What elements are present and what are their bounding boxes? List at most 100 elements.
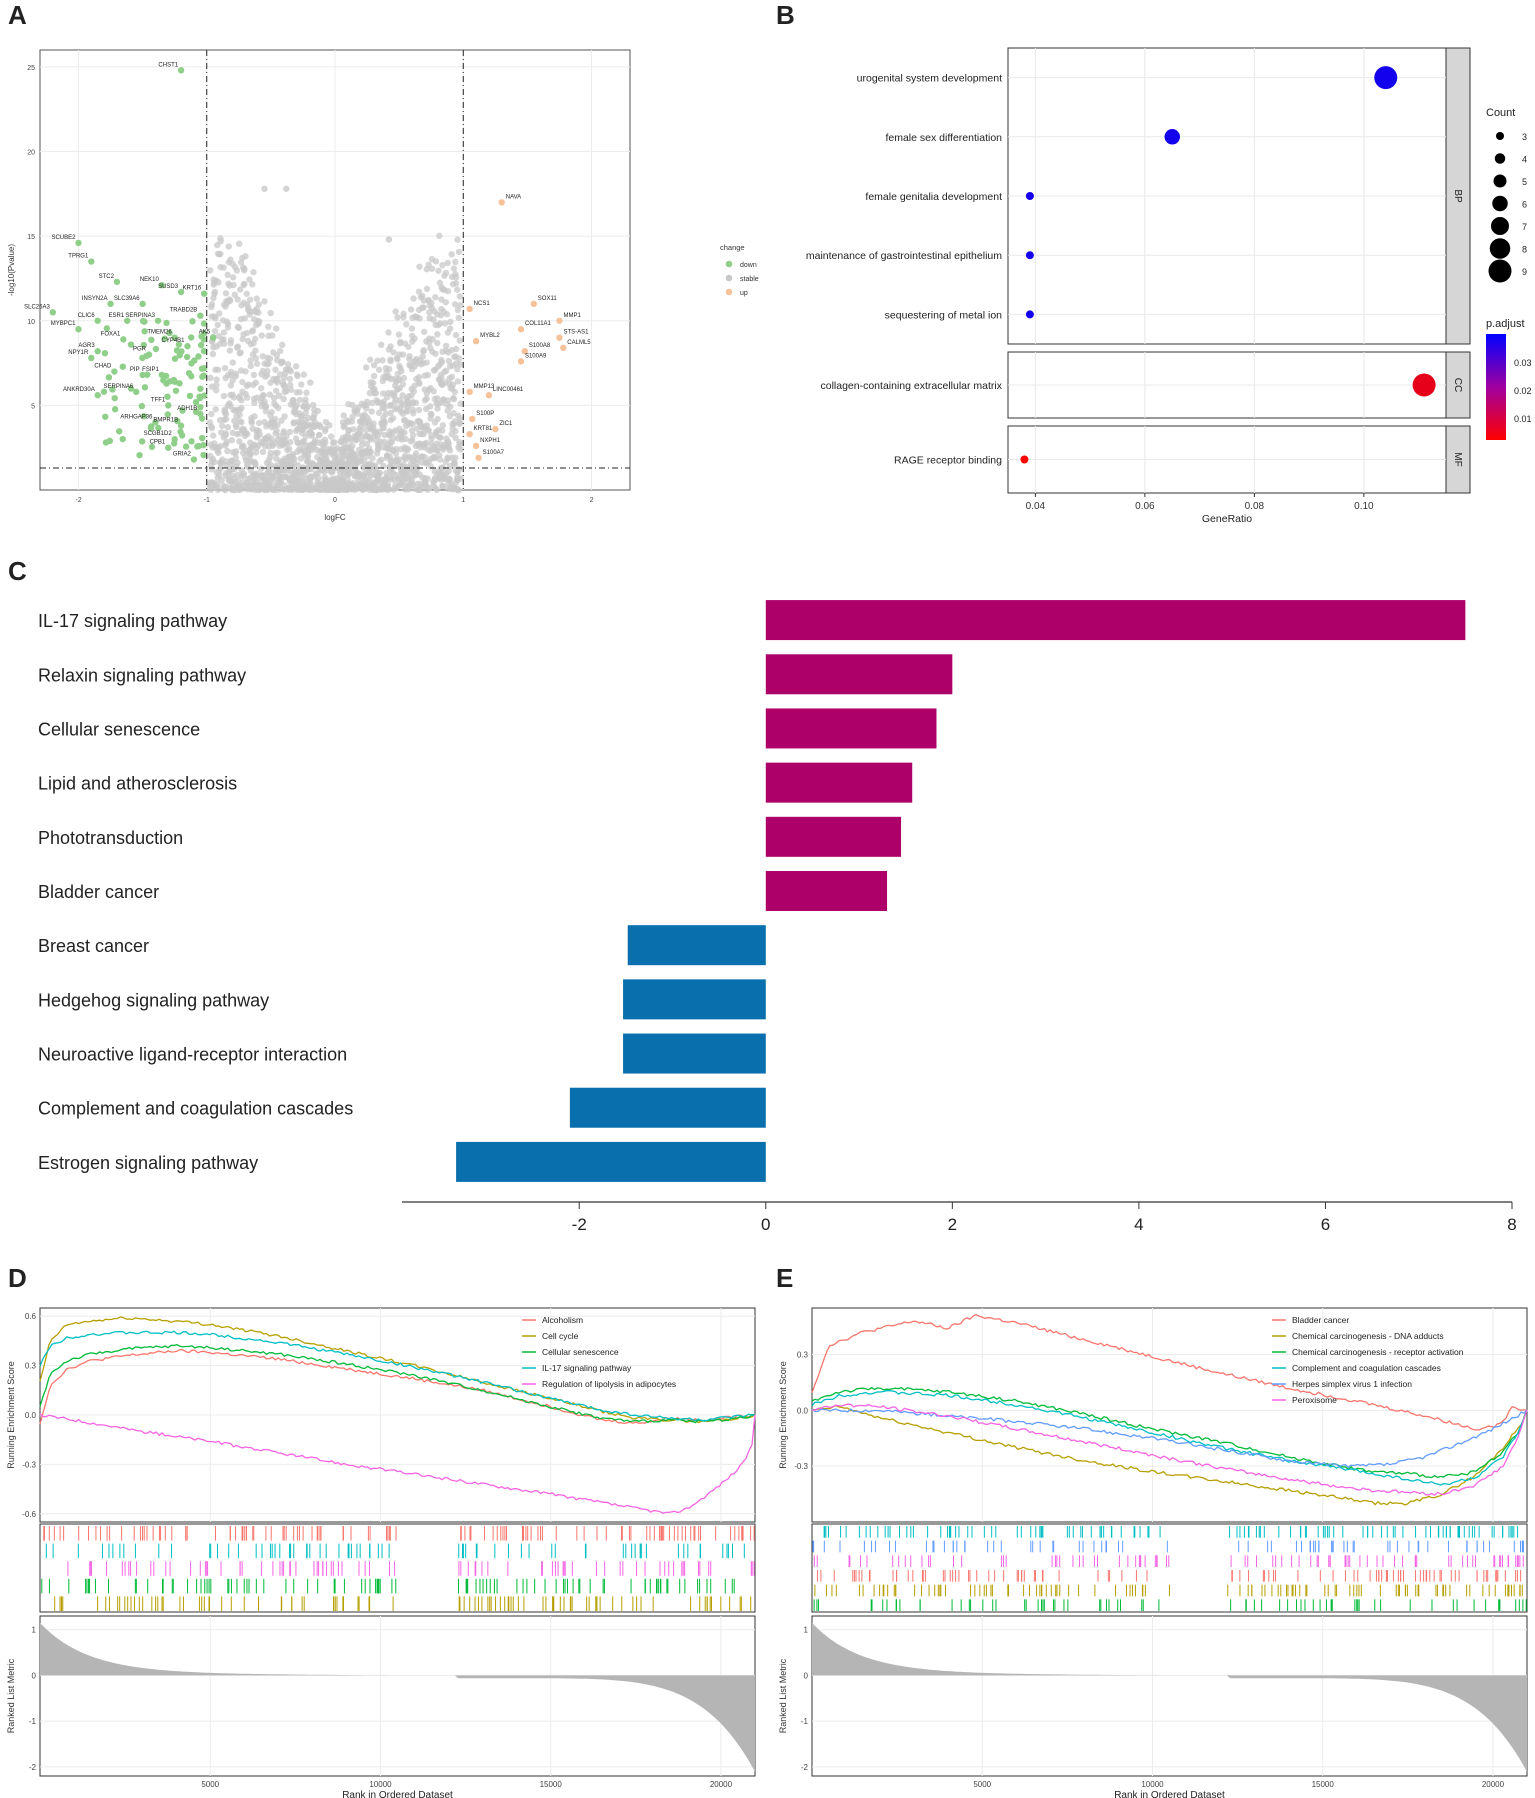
y-tick-label: 0.0 [797,1406,809,1415]
gene-label: NCS1 [474,301,491,307]
stable-point [410,295,417,302]
y-tick-label: -0.3 [22,1460,36,1469]
stable-point [213,387,220,394]
stable-point [417,454,424,461]
es-curve [811,1404,1528,1506]
stable-point [427,384,434,392]
stable-point [220,392,228,400]
stable-point [369,480,377,487]
stable-point [253,305,260,313]
x-tick-label: 0.04 [1026,501,1046,512]
gene-label: COL11A1 [525,321,552,327]
x-tick-label: 2 [590,497,594,504]
stable-point [224,424,232,431]
gene-point [560,344,567,352]
pathway-label: Phototransduction [38,828,183,848]
stable-point [370,385,377,393]
stable-point [323,485,330,492]
gene-label: MYBL2 [480,333,500,339]
stable-point [457,446,464,453]
stable-point [423,395,430,402]
stable-point [269,474,276,482]
gene-label: INSYN2A [82,296,108,302]
stable-point [227,337,235,344]
size-legend-key [1491,217,1509,235]
legend-label: down [740,262,757,269]
gene-label: NXPH1 [480,438,501,444]
panel-label-b: B [776,0,795,30]
pathway-bar [765,654,953,695]
gene-point [200,290,208,297]
stable-point [452,258,459,266]
x-tick-label: 2 [948,1215,957,1234]
stable-point [213,376,220,383]
stable-point [440,446,447,453]
stable-point [236,430,243,437]
legend-label: Alcoholism [542,1315,583,1325]
facet-label: CC [1452,378,1463,392]
gene-label: STC2 [99,274,115,280]
size-legend-key [1496,132,1504,140]
stable-point [270,349,277,356]
gene-label: SLC39A6 [114,296,140,302]
stable-point [398,368,405,375]
stable-point [265,482,272,489]
y-tick-label: 10 [27,319,35,326]
stable-point [315,475,322,482]
gene-point [472,337,480,345]
stable-point [384,483,391,491]
stable-point [301,423,308,430]
stable-point [450,265,458,272]
stable-point [261,477,269,485]
stable-point [391,476,398,484]
stable-point [402,486,409,493]
stable-point [235,324,243,332]
stable-point [403,408,410,415]
stable-point [420,348,427,355]
stable-point [456,337,463,344]
stable-point [253,295,260,302]
stable-point [322,418,330,426]
stable-point [454,378,462,385]
down-point [188,373,195,380]
down-point [174,417,181,425]
down-point [200,365,208,372]
stable-point [436,451,443,459]
stable-point [228,371,235,379]
stable-point [235,240,243,247]
es-curve [39,1413,756,1514]
stable-point [345,418,352,426]
gene-point [154,317,162,324]
stable-point [358,480,366,488]
stable-point [286,428,294,436]
gene-point [197,410,204,418]
gene-label: CHST1 [158,62,178,68]
stable-point [434,469,442,477]
size-legend-label: 3 [1522,132,1527,142]
hit-row [823,1526,1519,1538]
x-tick-label: 15000 [540,1780,563,1789]
stable-point [239,378,246,386]
stable-point [285,445,293,452]
gene-point [49,309,57,316]
stable-point [208,301,216,308]
stable-point [230,485,237,493]
stable-point [253,360,261,367]
stable-point [294,462,302,469]
size-legend-label: 7 [1522,222,1527,232]
stable-point [240,443,247,450]
term-dot [1025,310,1034,319]
stable-point [261,298,268,305]
pathway-bar [456,1141,766,1182]
term-label: sequestering of metal ion [885,309,1002,321]
stable-point [207,374,214,382]
pathway-bar [765,600,1466,641]
gene-label: TMEM26 [147,330,172,336]
gene-point [475,454,482,462]
stable-point [232,263,239,271]
stable-point [396,482,403,489]
stable-point [339,449,347,457]
stable-point [353,483,360,490]
stable-point [228,457,235,464]
stable-point [360,448,367,455]
